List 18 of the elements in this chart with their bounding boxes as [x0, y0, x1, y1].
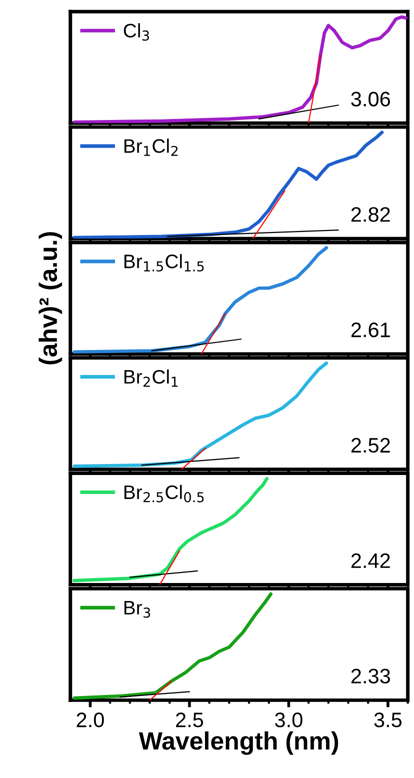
- x-tick-label: 2.5: [176, 712, 204, 728]
- annotation: 2.52: [351, 438, 390, 453]
- x-axis-title: Wavelength (nm): [138, 731, 338, 755]
- x-tick-label: 3.5: [374, 712, 402, 728]
- legend-label: Br$_{2.5}$Cl$_{0.5}$: [124, 484, 204, 502]
- legend-label: Br$_{1.5}$Cl$_{1.5}$: [124, 254, 204, 272]
- annotation: 2.82: [351, 207, 390, 222]
- annotation: 2.42: [351, 553, 390, 568]
- annotation: 2.33: [351, 668, 390, 684]
- legend-label: Br$_{1}$Cl$_{2}$: [124, 138, 178, 156]
- legend-label: Br$_{2}$Cl$_{1}$: [124, 369, 178, 387]
- legend-label: Br$_{3}$: [124, 601, 150, 618]
- legend-label: Cl$_{3}$: [124, 23, 149, 41]
- annotation: 3.06: [351, 92, 390, 106]
- y-axis-title: (ahv)² (a.u.): [38, 232, 62, 364]
- annotation: 2.61: [351, 322, 390, 338]
- x-tick-label: 3.0: [275, 712, 302, 728]
- x-tick-label: 2.0: [76, 712, 104, 728]
